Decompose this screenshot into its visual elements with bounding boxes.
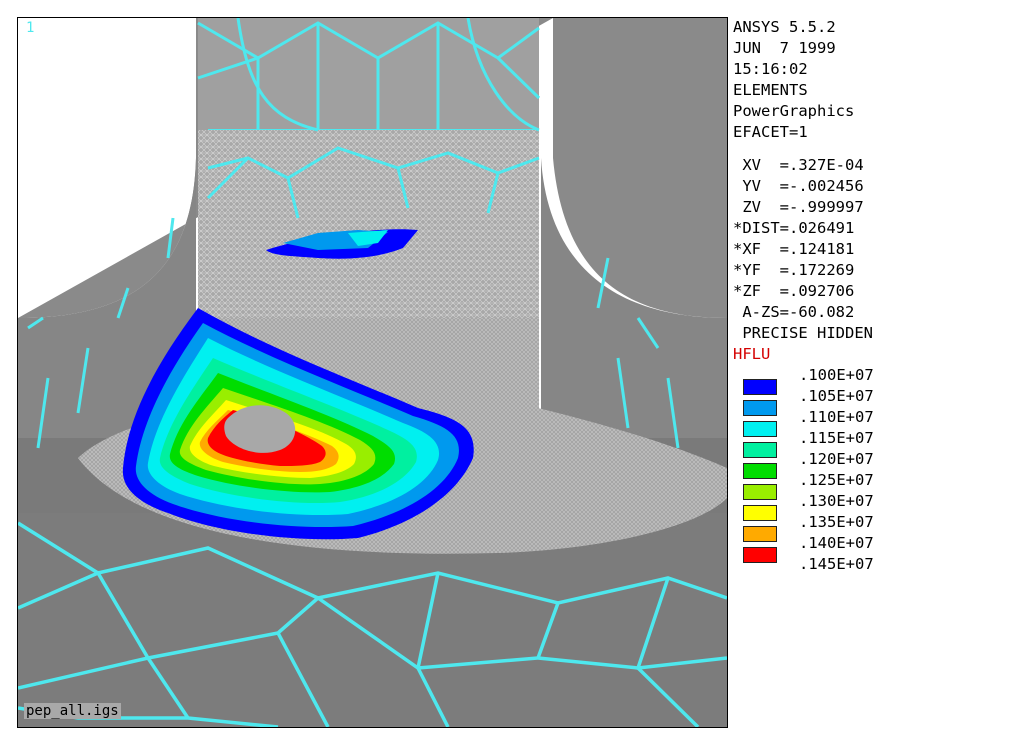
info-line: ANSYS 5.5.2 (733, 18, 836, 36)
coarse-mesh-upper (197, 18, 541, 132)
legend-value: .115E+07 (799, 429, 874, 447)
legend-row: .120E+07 (733, 449, 1013, 479)
legend-value: .140E+07 (799, 534, 874, 552)
info-line: EFACET=1 (733, 123, 808, 141)
window-number: 1 (26, 20, 35, 36)
coarse-mesh-fillets (27, 146, 680, 449)
mesh-render (18, 18, 727, 727)
legend-value: .135E+07 (799, 513, 874, 531)
info-line: 15:16:02 (733, 60, 808, 78)
legend-row: .100E+07 (733, 365, 1013, 395)
legend-value: .120E+07 (799, 450, 874, 468)
legend-swatch (743, 526, 777, 542)
legend-value: .105E+07 (799, 387, 874, 405)
view-line: ZV =-.999997 (733, 198, 864, 216)
legend-row: .130E+07 (733, 491, 1013, 521)
view-line: *XF =.124181 (733, 240, 855, 258)
legend-row: .105E+07 (733, 386, 1013, 416)
info-line: JUN 7 1999 (733, 39, 836, 57)
legend-swatch (743, 379, 777, 395)
legend-row: .140E+07 (733, 533, 1013, 563)
legend-value: .125E+07 (799, 471, 874, 489)
view-line: YV =-.002456 (733, 177, 864, 195)
info-panel: ANSYS 5.5.2 JUN 7 1999 15:16:02 ELEMENTS… (733, 17, 1013, 573)
legend-swatch (743, 463, 777, 479)
legend-swatch (743, 421, 777, 437)
legend-swatch (743, 400, 777, 416)
result-label: HFLU (733, 345, 771, 363)
legend-swatch (743, 442, 777, 458)
legend-row: .115E+07 (733, 428, 1013, 458)
separator (733, 143, 1013, 155)
file-label: pep_all.igs (24, 703, 121, 719)
view-line: *YF =.172269 (733, 261, 855, 279)
view-line: A-ZS=-60.082 (733, 303, 855, 321)
legend-value: .145E+07 (799, 555, 874, 573)
legend-row: .110E+07 (733, 407, 1013, 437)
legend-row: .125E+07 (733, 470, 1013, 500)
legend-value: .100E+07 (799, 366, 874, 384)
view-line: XV =.327E-04 (733, 156, 864, 174)
view-line: PRECISE HIDDEN (733, 324, 873, 342)
legend-row: .135E+07 (733, 512, 1013, 542)
info-line: ELEMENTS (733, 81, 808, 99)
info-line: PowerGraphics (733, 102, 855, 120)
legend-row: .145E+07 (733, 554, 1013, 575)
contour-main (122, 308, 474, 540)
contour-legend: .100E+07 .105E+07 .110E+07 .115E+07 .120E+07… (733, 365, 1013, 573)
legend-swatch (743, 484, 777, 500)
graphics-viewport[interactable]: 1 pep_all.igs (17, 17, 728, 728)
view-line: *DIST=.026491 (733, 219, 855, 237)
legend-swatch (743, 547, 777, 563)
legend-value: .110E+07 (799, 408, 874, 426)
legend-value: .130E+07 (799, 492, 874, 510)
legend-swatch (743, 505, 777, 521)
nozzle-upper (198, 18, 539, 130)
view-line: *ZF =.092706 (733, 282, 855, 300)
